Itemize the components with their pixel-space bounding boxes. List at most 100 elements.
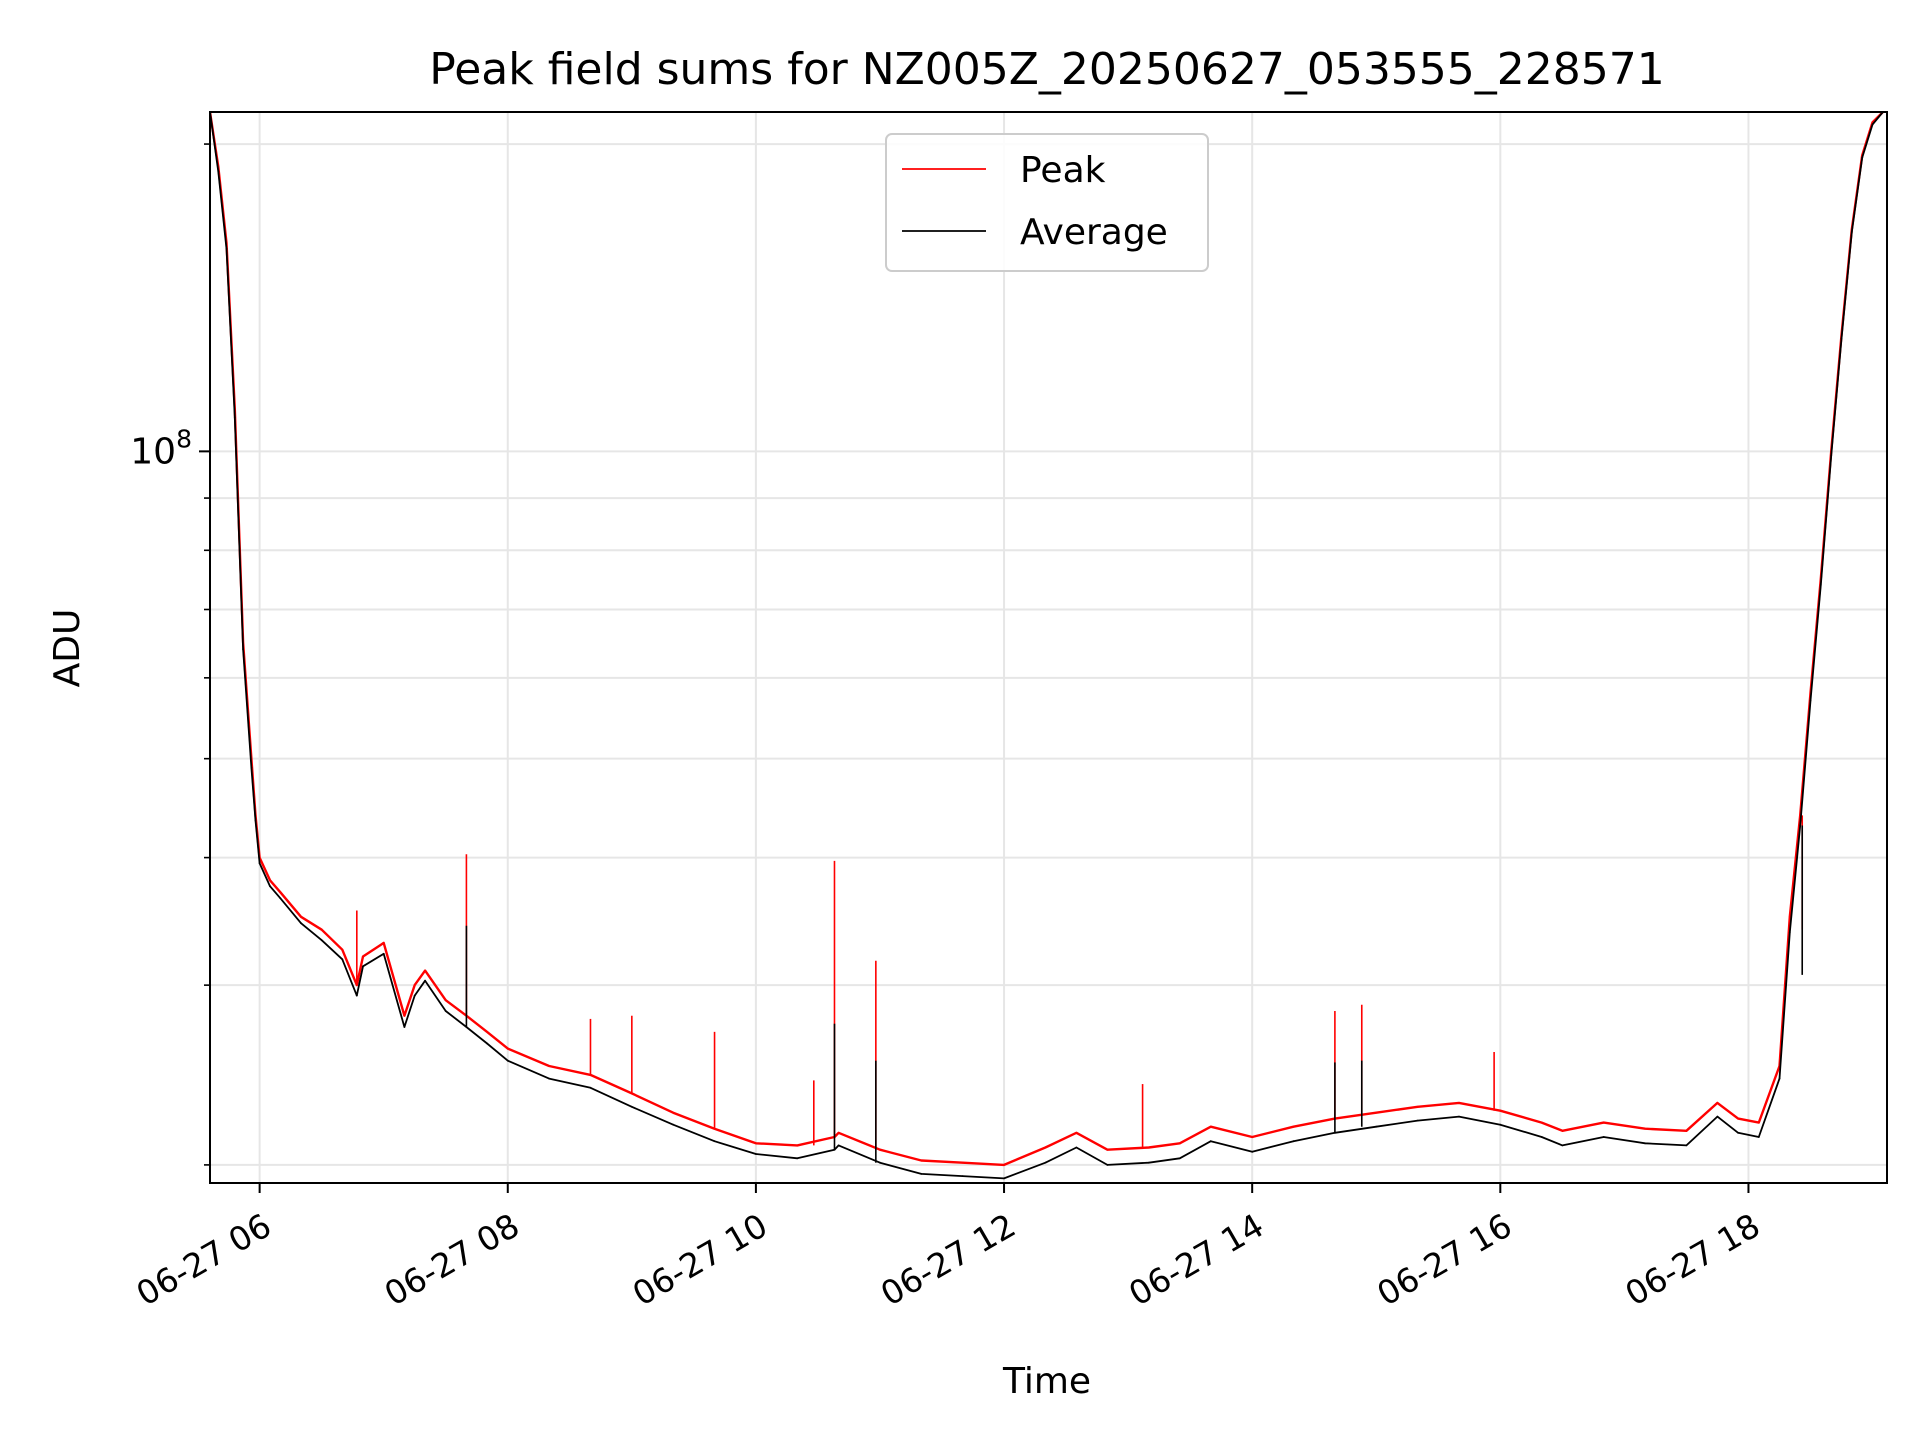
series-peak-point xyxy=(424,969,426,972)
chart-title: Peak field sums for NZ005Z_20250627_0535… xyxy=(429,44,1665,95)
series-peak-point xyxy=(1540,1121,1543,1124)
series-average-point xyxy=(1685,1144,1688,1147)
series-average-point xyxy=(355,994,358,997)
series-average-point xyxy=(837,1144,840,1147)
series-average-point xyxy=(1644,1142,1646,1145)
series-peak-point xyxy=(1561,1129,1564,1132)
series-peak-point xyxy=(1106,1148,1109,1151)
series-average-point xyxy=(630,1105,633,1108)
series-average-point xyxy=(879,1161,881,1164)
series-average-point xyxy=(1840,337,1843,340)
series-average-point xyxy=(920,1173,923,1175)
series-peak-point xyxy=(1716,1102,1719,1104)
series-average-point xyxy=(413,994,416,997)
y-tick-label-exponent: 8 xyxy=(176,424,192,453)
series-average-point xyxy=(341,958,344,961)
series-average-point xyxy=(250,766,253,769)
series-average-point xyxy=(1561,1144,1564,1147)
series-average-point xyxy=(961,1175,964,1177)
series-peak-point xyxy=(1044,1146,1047,1149)
axes-frame xyxy=(209,111,1888,1184)
y-tick-label-base: 10 xyxy=(130,431,176,472)
series-average xyxy=(210,112,1884,1180)
series-average-point xyxy=(300,922,302,925)
series-peak-point xyxy=(837,1131,840,1134)
series-peak-point xyxy=(1788,915,1791,918)
series-peak-point xyxy=(1003,1164,1005,1166)
series-average-point xyxy=(1830,454,1833,457)
series-average-point xyxy=(1106,1164,1109,1166)
y-axis-label: ADU xyxy=(47,609,88,688)
series-peak-point xyxy=(1458,1102,1460,1104)
series-average-point xyxy=(382,952,385,955)
series-average-point xyxy=(589,1086,592,1089)
series-peak-point xyxy=(1416,1105,1419,1108)
series-peak-point xyxy=(320,928,323,931)
series-average-point xyxy=(1499,1123,1502,1126)
series-peak-point xyxy=(1251,1136,1254,1138)
series-average-point xyxy=(1003,1177,1005,1180)
series-peak-point xyxy=(444,999,447,1002)
series-peak-line xyxy=(210,112,1884,1167)
series-average-point xyxy=(1458,1115,1460,1118)
series-average-point xyxy=(1251,1150,1254,1153)
series-average-point xyxy=(233,416,236,419)
series-average-point xyxy=(1292,1140,1295,1143)
plot-area xyxy=(210,112,1884,1180)
series-peak-point xyxy=(506,1047,509,1050)
series-average-point xyxy=(1209,1140,1212,1143)
series-average-point xyxy=(1799,824,1802,827)
legend-peak-label: Peak xyxy=(1020,150,1106,191)
series-peak-point xyxy=(486,1031,488,1033)
series-average-point xyxy=(672,1123,675,1126)
series-peak-point xyxy=(403,1014,406,1017)
series-average-point xyxy=(1375,1125,1378,1128)
series-peak-point xyxy=(279,891,282,894)
series-peak-point xyxy=(1602,1121,1605,1124)
series-average-point xyxy=(1778,1077,1781,1080)
series-average-point xyxy=(1147,1161,1150,1164)
series-peak-point xyxy=(672,1111,675,1114)
series-average-point xyxy=(506,1059,509,1062)
series-peak-point xyxy=(755,1142,757,1145)
series-peak-point xyxy=(1757,1121,1760,1124)
series-average-point xyxy=(486,1042,488,1045)
series-peak-point xyxy=(548,1065,550,1067)
y-tick-label: 108 xyxy=(130,424,192,472)
series-peak-point xyxy=(1375,1111,1378,1114)
series-peak-point xyxy=(1292,1125,1295,1128)
series-average-point xyxy=(254,819,257,822)
series-average-point xyxy=(1044,1161,1047,1164)
series-average-point xyxy=(1737,1131,1739,1134)
x-axis-label: Time xyxy=(1002,1361,1091,1402)
series-peak-point xyxy=(1737,1117,1739,1120)
grid xyxy=(210,112,1887,1183)
series-average-point xyxy=(1178,1157,1181,1160)
series-average-point xyxy=(1716,1115,1719,1118)
series-average-point xyxy=(242,648,245,651)
series-peak-point xyxy=(1685,1129,1688,1132)
series-peak-point xyxy=(796,1144,799,1147)
series-average-point xyxy=(548,1077,550,1080)
legend-average-label: Average xyxy=(1020,212,1168,253)
series-average-line xyxy=(210,112,1884,1180)
series-peak-point xyxy=(1644,1127,1646,1130)
series-peak-point xyxy=(382,942,385,944)
series-average-point xyxy=(269,885,271,888)
series-average-point xyxy=(796,1157,799,1160)
series-average-point xyxy=(217,170,220,173)
series-average-point xyxy=(1819,584,1822,586)
series-peak-point xyxy=(341,948,344,951)
series-average-point xyxy=(444,1010,447,1012)
series-average-point xyxy=(1540,1136,1543,1138)
series-average-point xyxy=(1871,123,1874,126)
series-peak-point xyxy=(1075,1131,1078,1134)
series-average-point xyxy=(755,1153,757,1155)
series-average-point xyxy=(1861,156,1864,159)
series-average-point xyxy=(424,979,426,982)
series-average-point xyxy=(279,897,282,900)
series-peak-point xyxy=(920,1159,923,1162)
series-peak-point xyxy=(879,1148,881,1151)
